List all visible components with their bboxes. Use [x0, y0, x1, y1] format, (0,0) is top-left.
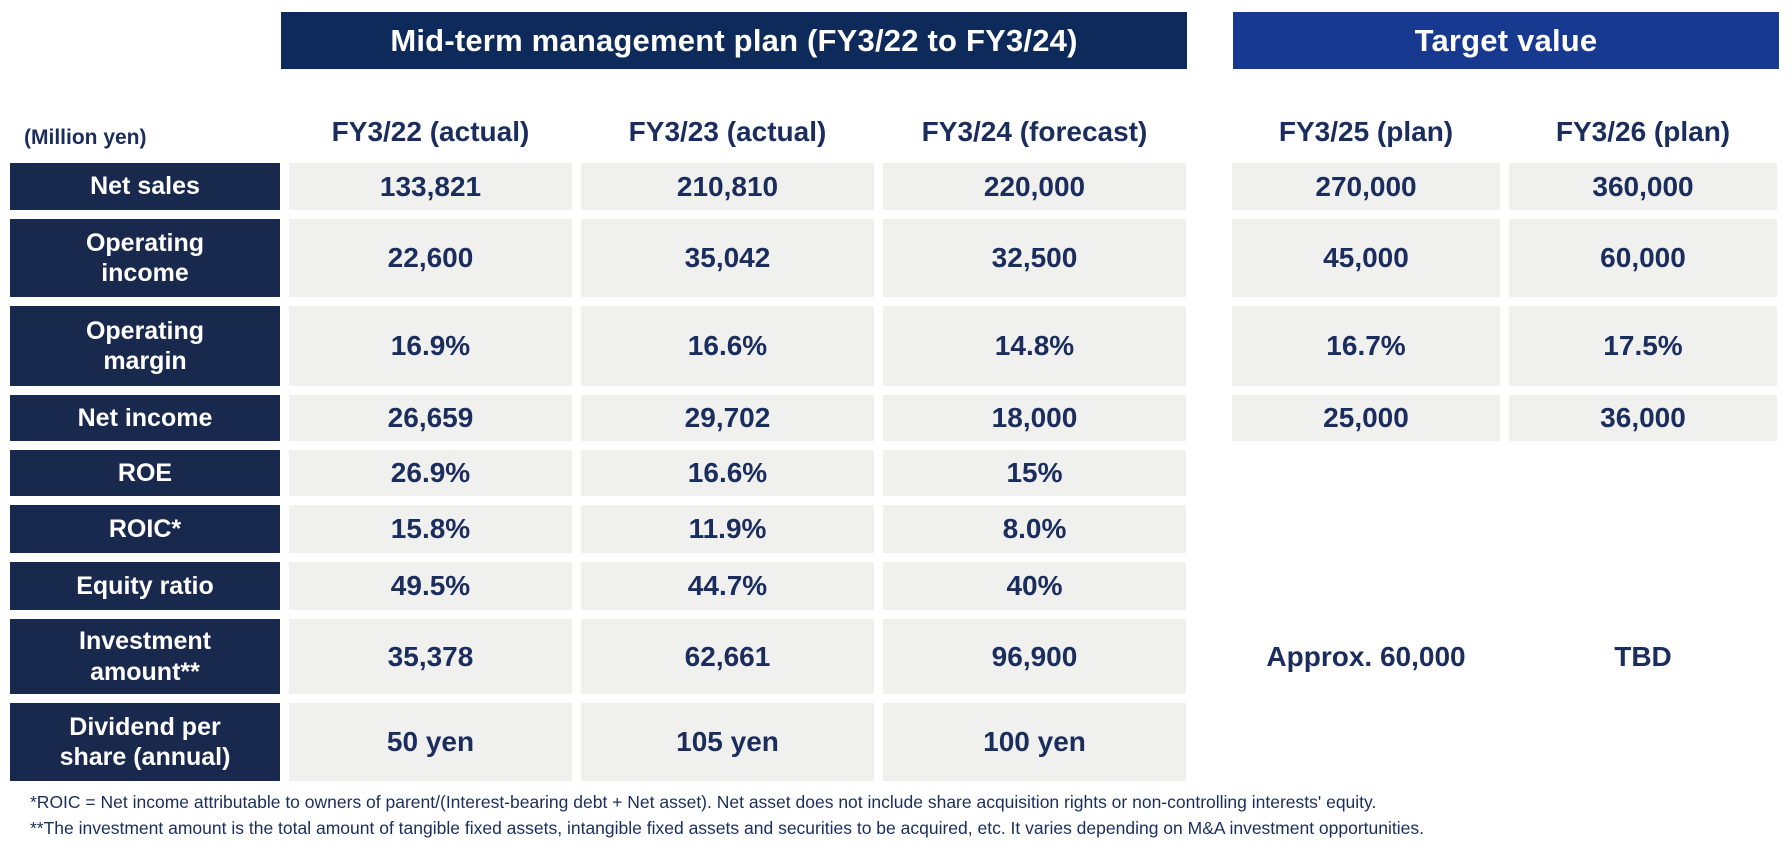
investment-amount-fy22: 35,378	[289, 619, 572, 694]
equity-ratio-fy24: 40%	[883, 562, 1186, 610]
column-header-fy22: FY3/22 (actual)	[331, 116, 530, 147]
column-gap	[1195, 619, 1223, 694]
row-label-roic: ROIC*	[10, 505, 280, 553]
footnotes: *ROIC = Net income attributable to owner…	[30, 789, 1424, 841]
operating-income-fy25: 45,000	[1232, 219, 1500, 297]
column-gap	[1195, 306, 1223, 386]
net-sales-fy22: 133,821	[289, 163, 572, 210]
row-label-roe: ROE	[10, 450, 280, 496]
column-gap	[1195, 86, 1223, 154]
investment-amount-fy25: Approx. 60,000	[1266, 640, 1466, 672]
roe-fy26-empty	[1509, 450, 1777, 496]
investment-amount-fy24: 96,900	[883, 619, 1186, 694]
row-label-operating-margin: Operating margin	[10, 306, 280, 386]
equity-ratio-fy22: 49.5%	[289, 562, 572, 610]
operating-margin-fy25: 16.7%	[1232, 306, 1500, 386]
column-gap	[1195, 450, 1223, 496]
investment-amount-fy26: TBD	[1614, 640, 1672, 672]
investment-amount-fy23: 62,661	[581, 619, 874, 694]
net-income-fy25: 25,000	[1232, 395, 1500, 441]
roic-fy22: 15.8%	[289, 505, 572, 553]
dividend-fy26-empty	[1509, 703, 1777, 781]
row-label-investment-amount: Investment amount**	[10, 619, 280, 694]
operating-income-fy26: 60,000	[1509, 219, 1777, 297]
net-sales-fy26: 360,000	[1509, 163, 1777, 210]
roic-fy24: 8.0%	[883, 505, 1186, 553]
equity-ratio-fy23: 44.7%	[581, 562, 874, 610]
footnote-investment: **The investment amount is the total amo…	[30, 818, 1424, 838]
net-sales-fy25: 270,000	[1232, 163, 1500, 210]
column-gap	[1195, 505, 1223, 553]
dividend-fy23: 105 yen	[581, 703, 874, 781]
operating-margin-fy23: 16.6%	[581, 306, 874, 386]
roic-fy26-empty	[1509, 505, 1777, 553]
column-header-fy24: FY3/24 (forecast)	[921, 116, 1148, 147]
column-gap	[1195, 703, 1223, 781]
column-header-fy25: FY3/25 (plan)	[1278, 116, 1454, 147]
net-income-fy22: 26,659	[289, 395, 572, 441]
net-income-fy26: 36,000	[1509, 395, 1777, 441]
operating-income-fy24: 32,500	[883, 219, 1186, 297]
net-income-fy23: 29,702	[581, 395, 874, 441]
column-header-fy23: FY3/23 (actual)	[628, 116, 827, 147]
dividend-fy22: 50 yen	[289, 703, 572, 781]
operating-margin-fy22: 16.9%	[289, 306, 572, 386]
roe-fy25-empty	[1232, 450, 1500, 496]
row-label-net-income: Net income	[10, 395, 280, 441]
management-plan-table: (Million yen) FY3/22 (actual) FY3/23 (ac…	[10, 86, 1777, 781]
row-label-equity-ratio: Equity ratio	[10, 562, 280, 610]
net-sales-fy23: 210,810	[581, 163, 874, 210]
dividend-fy25-empty	[1232, 703, 1500, 781]
operating-margin-fy26: 17.5%	[1509, 306, 1777, 386]
column-gap	[1195, 163, 1223, 210]
row-label-operating-income: Operating income	[10, 219, 280, 297]
row-label-net-sales: Net sales	[10, 163, 280, 210]
dividend-fy24: 100 yen	[883, 703, 1186, 781]
operating-income-fy23: 35,042	[581, 219, 874, 297]
footnote-roic: *ROIC = Net income attributable to owner…	[30, 792, 1377, 812]
units-label: (Million yen)	[24, 126, 147, 149]
equity-ratio-fy25-empty	[1232, 562, 1500, 610]
operating-margin-fy24: 14.8%	[883, 306, 1186, 386]
column-gap	[1195, 219, 1223, 297]
equity-ratio-fy26-empty	[1509, 562, 1777, 610]
roe-fy22: 26.9%	[289, 450, 572, 496]
net-income-fy24: 18,000	[883, 395, 1186, 441]
roe-fy23: 16.6%	[581, 450, 874, 496]
row-label-dividend-per-share: Dividend per share (annual)	[10, 703, 280, 781]
column-gap	[1195, 562, 1223, 610]
midterm-plan-banner: Mid-term management plan (FY3/22 to FY3/…	[281, 12, 1187, 69]
column-header-fy26: FY3/26 (plan)	[1555, 116, 1731, 147]
operating-income-fy22: 22,600	[289, 219, 572, 297]
column-gap	[1195, 395, 1223, 441]
net-sales-fy24: 220,000	[883, 163, 1186, 210]
roic-fy23: 11.9%	[581, 505, 874, 553]
roic-fy25-empty	[1232, 505, 1500, 553]
roe-fy24: 15%	[883, 450, 1186, 496]
target-value-banner: Target value	[1233, 12, 1779, 69]
